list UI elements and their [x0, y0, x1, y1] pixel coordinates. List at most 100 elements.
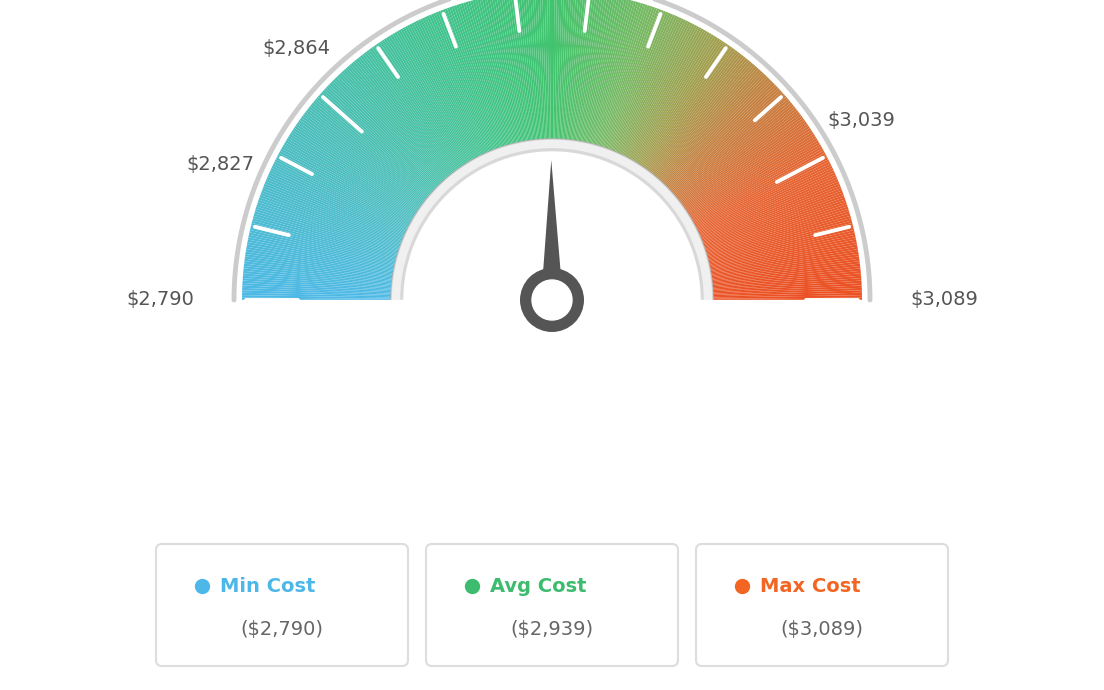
- Circle shape: [532, 280, 572, 320]
- Wedge shape: [659, 83, 775, 195]
- Wedge shape: [560, 0, 572, 150]
- Wedge shape: [680, 140, 819, 224]
- Wedge shape: [698, 228, 854, 266]
- Wedge shape: [696, 211, 850, 258]
- Wedge shape: [587, 0, 627, 155]
- Wedge shape: [337, 76, 448, 193]
- Wedge shape: [617, 21, 689, 166]
- Wedge shape: [605, 10, 664, 160]
- Wedge shape: [702, 286, 862, 294]
- Wedge shape: [672, 116, 803, 212]
- Wedge shape: [636, 43, 729, 177]
- Wedge shape: [445, 8, 501, 159]
- Wedge shape: [247, 242, 405, 273]
- Wedge shape: [692, 193, 843, 249]
- Wedge shape: [681, 144, 821, 226]
- Wedge shape: [580, 0, 613, 153]
- Wedge shape: [526, 0, 540, 150]
- Wedge shape: [325, 88, 443, 198]
- Wedge shape: [623, 26, 699, 168]
- Wedge shape: [275, 159, 418, 233]
- Wedge shape: [550, 0, 552, 150]
- Wedge shape: [466, 1, 511, 156]
- Wedge shape: [245, 252, 404, 277]
- Wedge shape: [473, 0, 514, 155]
- Wedge shape: [508, 0, 532, 152]
- Wedge shape: [354, 59, 457, 184]
- Wedge shape: [296, 124, 428, 216]
- Wedge shape: [616, 19, 687, 165]
- Wedge shape: [283, 144, 423, 226]
- Wedge shape: [268, 172, 415, 239]
- Wedge shape: [635, 42, 726, 176]
- Wedge shape: [690, 177, 838, 242]
- Wedge shape: [251, 223, 406, 264]
- Wedge shape: [518, 0, 537, 151]
- Wedge shape: [544, 0, 550, 150]
- Wedge shape: [432, 14, 495, 162]
- Wedge shape: [282, 146, 422, 227]
- Wedge shape: [460, 3, 509, 157]
- Wedge shape: [477, 0, 517, 155]
- Wedge shape: [384, 38, 471, 174]
- Wedge shape: [599, 6, 652, 158]
- Wedge shape: [246, 249, 404, 277]
- Wedge shape: [454, 5, 506, 158]
- Wedge shape: [555, 0, 562, 150]
- Wedge shape: [452, 6, 505, 158]
- Wedge shape: [627, 32, 710, 171]
- Wedge shape: [630, 36, 716, 172]
- Wedge shape: [513, 0, 534, 151]
- Wedge shape: [673, 118, 804, 213]
- Text: ($2,939): ($2,939): [510, 620, 594, 639]
- Wedge shape: [683, 150, 825, 229]
- Wedge shape: [349, 64, 455, 187]
- Wedge shape: [577, 0, 607, 152]
- Wedge shape: [245, 254, 404, 279]
- Wedge shape: [288, 136, 425, 221]
- Wedge shape: [542, 0, 549, 150]
- Wedge shape: [443, 9, 500, 159]
- Wedge shape: [378, 42, 469, 176]
- Wedge shape: [362, 54, 461, 181]
- Wedge shape: [559, 0, 569, 150]
- Wedge shape: [328, 84, 444, 197]
- Wedge shape: [624, 27, 701, 168]
- Wedge shape: [407, 25, 482, 168]
- Wedge shape: [475, 0, 516, 155]
- Wedge shape: [258, 197, 411, 251]
- Wedge shape: [302, 114, 432, 211]
- Wedge shape: [688, 170, 835, 238]
- Wedge shape: [243, 278, 402, 290]
- Wedge shape: [691, 184, 840, 245]
- Wedge shape: [584, 0, 619, 154]
- Wedge shape: [700, 252, 859, 277]
- Polygon shape: [222, 300, 882, 690]
- Wedge shape: [562, 0, 574, 150]
- Wedge shape: [493, 0, 526, 152]
- Wedge shape: [699, 237, 856, 270]
- Wedge shape: [388, 36, 474, 172]
- Wedge shape: [604, 9, 661, 159]
- Wedge shape: [264, 184, 413, 245]
- Wedge shape: [374, 45, 467, 177]
- Wedge shape: [679, 136, 816, 221]
- Wedge shape: [652, 69, 761, 189]
- Wedge shape: [244, 266, 403, 285]
- Wedge shape: [699, 239, 857, 272]
- Wedge shape: [644, 55, 744, 182]
- Wedge shape: [597, 4, 648, 157]
- Wedge shape: [628, 33, 712, 172]
- Wedge shape: [575, 0, 603, 152]
- Wedge shape: [341, 70, 452, 190]
- Wedge shape: [434, 12, 496, 161]
- Wedge shape: [699, 242, 857, 273]
- Wedge shape: [666, 97, 788, 203]
- Text: $2,790: $2,790: [126, 290, 194, 310]
- Wedge shape: [307, 108, 434, 208]
- Wedge shape: [676, 124, 808, 216]
- Wedge shape: [696, 206, 848, 256]
- Text: Min Cost: Min Cost: [220, 577, 316, 595]
- Wedge shape: [253, 218, 407, 262]
- Wedge shape: [666, 99, 789, 204]
